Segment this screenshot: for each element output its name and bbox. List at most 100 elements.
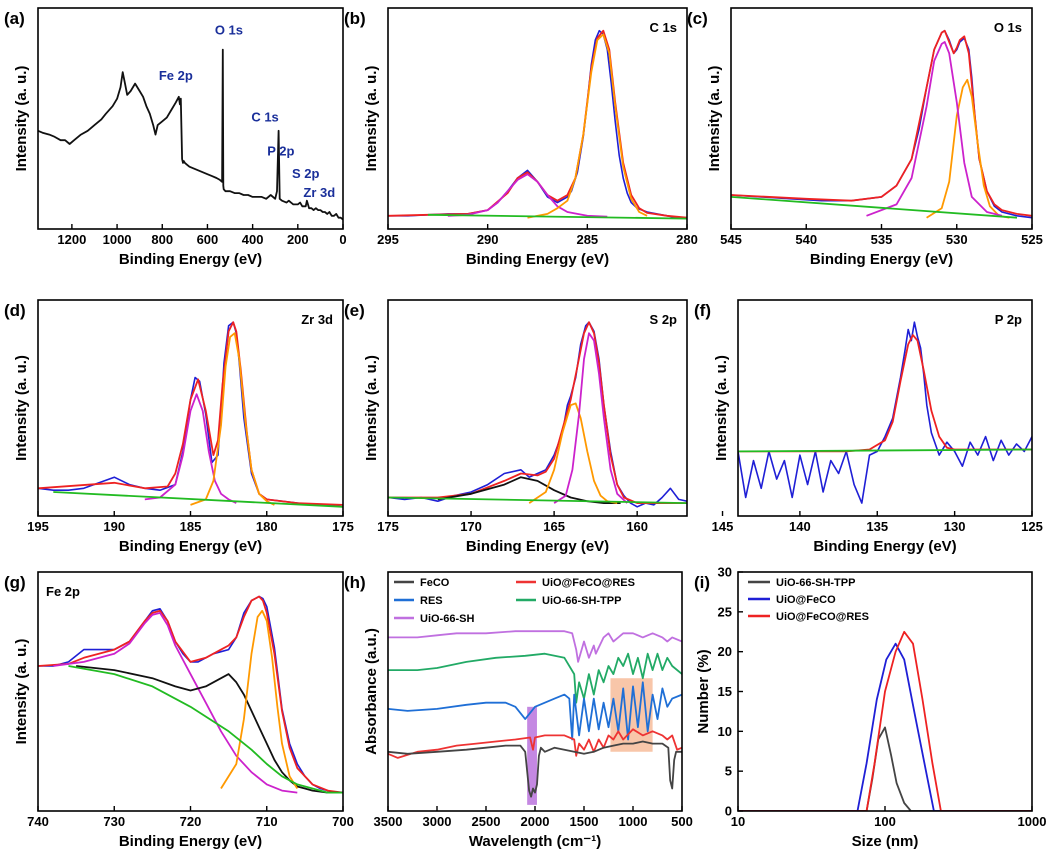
series-fit-envelope [388, 321, 687, 505]
highlight-band-0 [527, 706, 537, 805]
x-tick-label: 540 [795, 232, 817, 247]
plot-frame [387, 7, 688, 230]
series-res [388, 681, 682, 741]
element-label: C 1s [650, 20, 677, 35]
y-axis-title: Intensity (a. u.) [13, 66, 30, 172]
x-axis-title: Binding Energy (eV) [813, 538, 956, 555]
panel-label: (f) [694, 301, 711, 320]
element-label: Zr 3d [301, 312, 333, 327]
series-fit-envelope [738, 334, 1032, 453]
y-tick-label: 0 [725, 804, 732, 819]
y-axis-title: Intensity (a. u.) [363, 355, 380, 461]
x-tick-label: 720 [180, 814, 202, 829]
y-axis-title: Number (%) [695, 649, 712, 733]
x-tick-label: 125 [1021, 519, 1043, 534]
y-axis-title: Intensity (a. u.) [13, 355, 30, 461]
series-raw [38, 595, 343, 794]
y-axis-title: Absorbance (a.u.) [363, 628, 380, 755]
x-tick-label: 100 [874, 814, 896, 829]
y-axis-title: Intensity (a. u.) [13, 639, 30, 745]
series-peak-zr-o [926, 78, 1010, 219]
element-label: Fe 2p [46, 584, 80, 599]
x-tick-label: 160 [626, 519, 648, 534]
x-tick-label: 2500 [472, 814, 501, 829]
x-tick-label: 180 [256, 519, 278, 534]
x-tick-label: 175 [332, 519, 354, 534]
panel-label: (c) [687, 9, 708, 28]
series-fit-envelope [38, 595, 343, 794]
y-tick-label: 10 [718, 724, 732, 739]
panel-label: (g) [4, 573, 26, 592]
x-tick-label: 145 [712, 519, 734, 534]
legend-entry: UiO@FeCO@RES [542, 577, 635, 589]
x-axis-title: Wavelength (cm⁻¹) [469, 833, 601, 850]
x-tick-label: 400 [242, 232, 264, 247]
series-uio-66-sh [388, 630, 682, 663]
panel-d: 195 190 185 180 175 Binding Energy (eV) Intens… [4, 299, 354, 555]
series-baseline [738, 448, 1032, 453]
series-peak-c-c [527, 33, 648, 219]
x-tick-label: 285 [576, 232, 598, 247]
x-tick-label: 185 [180, 519, 202, 534]
x-axis-title: Binding Energy (eV) [466, 538, 609, 555]
x-tick-label: 135 [866, 519, 888, 534]
panel-e: 175 170 165 160 Binding Energy (eV) Intensity… [344, 299, 688, 555]
peak-annotation: O 1s [215, 22, 243, 37]
x-tick-label: 535 [871, 232, 893, 247]
panel-label: (i) [694, 573, 710, 592]
y-axis-title: Intensity (a. u.) [713, 355, 730, 461]
y-tick-label: 25 [718, 604, 732, 619]
series-peak-3d3-2 [144, 393, 237, 504]
x-tick-label: 10 [731, 814, 745, 829]
x-axis-title: Size (nm) [852, 833, 919, 850]
x-tick-label: 140 [789, 519, 811, 534]
legend-entry: UiO-66-SH [420, 613, 474, 625]
series-peak-3d5-2 [190, 332, 275, 506]
x-tick-label: 3500 [374, 814, 403, 829]
panel-c: 545 540 535 530 525 Binding Energy (eV) Intens… [687, 7, 1043, 268]
panel-label: (h) [344, 573, 366, 592]
x-tick-label: 710 [256, 814, 278, 829]
x-axis-title: Binding Energy (eV) [810, 251, 953, 268]
x-axis-title: Binding Energy (eV) [119, 538, 262, 555]
series-raw [388, 321, 687, 508]
x-axis-title: Binding Energy (eV) [466, 251, 609, 268]
y-tick-label: 5 [725, 764, 732, 779]
series-uio-feco [738, 642, 1032, 811]
x-tick-label: 280 [676, 232, 698, 247]
x-axis-title: Binding Energy (eV) [119, 833, 262, 850]
legend-entry: UiO-66-SH-TPP [776, 577, 855, 589]
panel-f: 145 140 135 130 125 Binding Energy (eV) Intens… [694, 299, 1043, 555]
peak-annotation: Zr 3d [303, 185, 335, 200]
x-tick-label: 290 [477, 232, 499, 247]
x-tick-label: 530 [946, 232, 968, 247]
panel-label: (e) [344, 301, 365, 320]
x-tick-label: 165 [543, 519, 565, 534]
x-tick-label: 200 [287, 232, 309, 247]
x-tick-label: 175 [377, 519, 399, 534]
x-tick-label: 800 [151, 232, 173, 247]
y-tick-label: 20 [718, 644, 732, 659]
x-tick-label: 1200 [57, 232, 86, 247]
series-baseline [731, 196, 1018, 219]
panel-i: 10 100 1000 0 5 10 15 20 25 30 Size (nm) Number (%)… [694, 565, 1046, 851]
series-baseline [68, 665, 343, 794]
x-tick-label: 700 [332, 814, 354, 829]
panel-b: 295 290 285 280 Binding Energy (eV) Intensity… [344, 7, 698, 268]
x-tick-label: 190 [103, 519, 125, 534]
x-tick-label: 295 [377, 232, 399, 247]
plot-frame [37, 7, 344, 230]
plot-frame [387, 299, 688, 517]
legend-entry: FeCO [420, 577, 450, 589]
series-peak-2p3-2 [553, 332, 628, 504]
series-peak-c-o [447, 173, 608, 218]
series-baseline [427, 213, 687, 220]
series-feco [388, 740, 682, 798]
element-label: S 2p [650, 312, 678, 327]
x-tick-label: 3000 [423, 814, 452, 829]
y-axis-title: Intensity (a. u.) [363, 66, 380, 172]
y-axis-title: Intensity (a. u.) [706, 66, 723, 172]
element-label: P 2p [995, 312, 1022, 327]
series-raw [388, 29, 687, 219]
